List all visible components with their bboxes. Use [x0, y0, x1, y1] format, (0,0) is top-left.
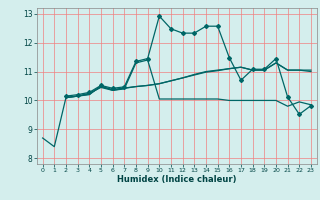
X-axis label: Humidex (Indice chaleur): Humidex (Indice chaleur) [117, 175, 236, 184]
